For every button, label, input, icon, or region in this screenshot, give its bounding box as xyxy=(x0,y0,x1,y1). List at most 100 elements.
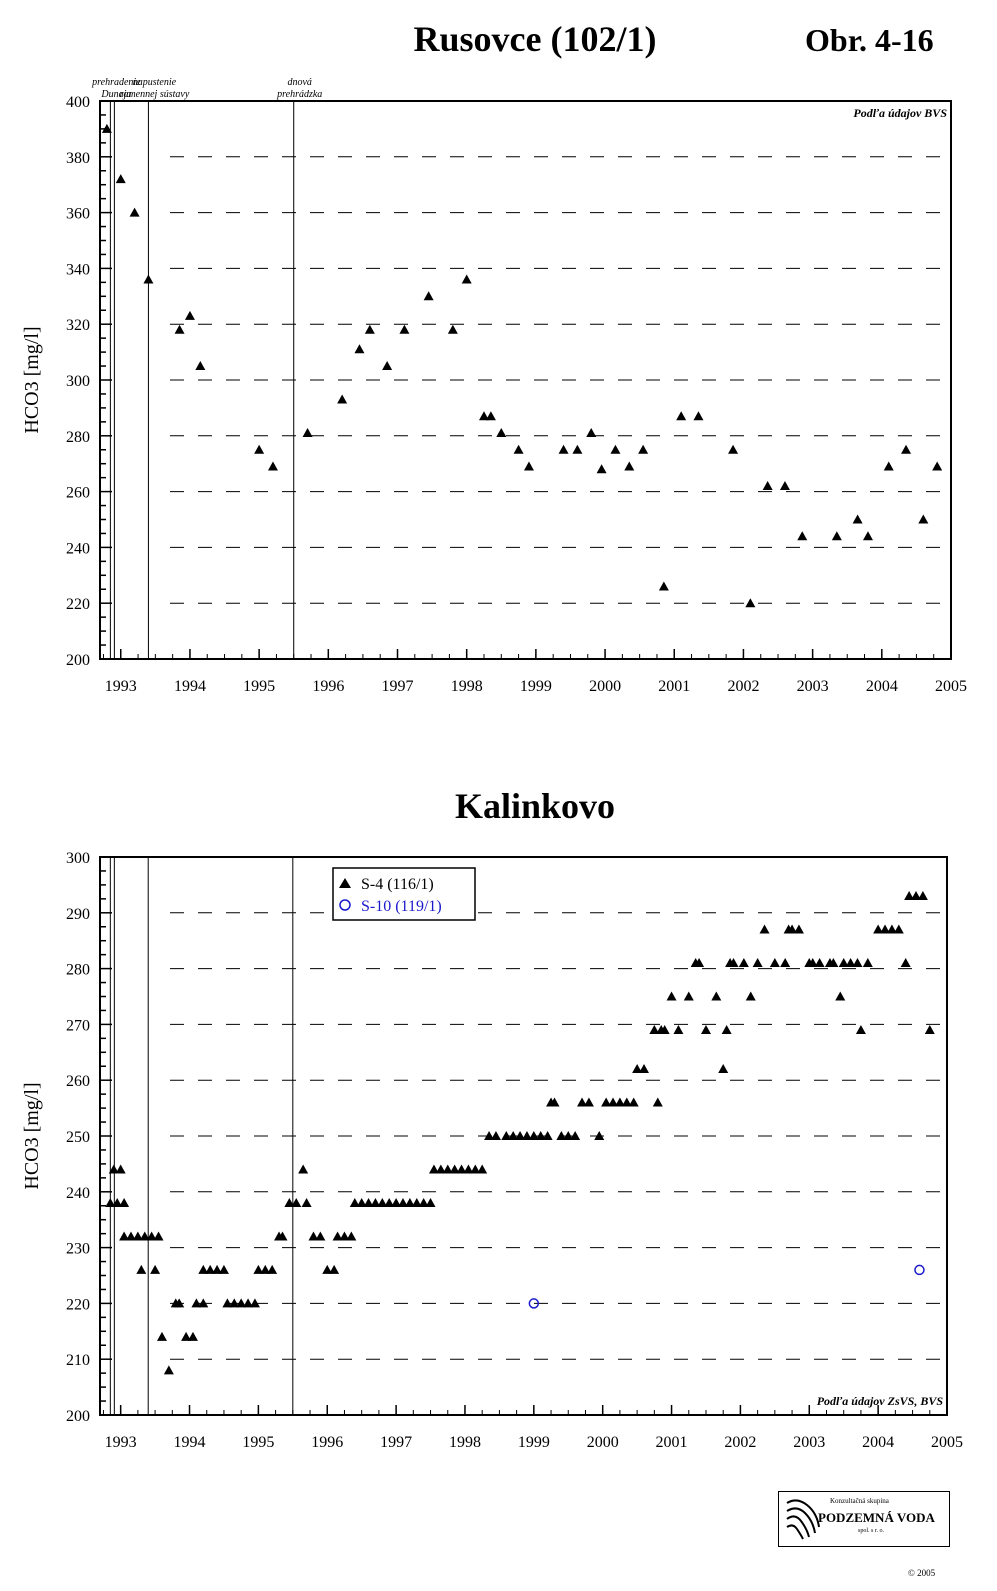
y-tick-label: 260 xyxy=(66,485,90,502)
y-tick-label: 200 xyxy=(66,652,90,669)
copyright: © 2005 xyxy=(908,1568,936,1578)
data-point-triangle xyxy=(174,324,185,334)
data-point-triangle xyxy=(594,1131,605,1140)
data-point-triangle xyxy=(572,444,583,454)
data-point-triangle xyxy=(513,444,524,454)
data-point-triangle xyxy=(632,1064,643,1074)
data-point-triangle xyxy=(354,344,365,354)
data-point-triangle xyxy=(610,444,621,454)
x-tick-label: 2004 xyxy=(866,678,898,695)
data-point-triangle xyxy=(391,1197,402,1207)
data-point-triangle xyxy=(461,274,472,284)
data-point-triangle xyxy=(583,1097,594,1107)
data-point-triangle xyxy=(862,531,873,541)
data-point-triangle xyxy=(346,1231,357,1241)
x-tick-label: 1997 xyxy=(380,1434,412,1451)
data-point-triangle xyxy=(370,1197,381,1207)
data-point-triangle xyxy=(129,207,140,217)
x-tick-label: 1997 xyxy=(382,678,414,695)
data-point-triangle xyxy=(435,1164,446,1174)
data-point-triangle xyxy=(249,1298,260,1308)
data-point-triangle xyxy=(496,428,507,438)
data-point-triangle xyxy=(132,1231,143,1241)
y-tick-label: 340 xyxy=(66,261,90,278)
logo-sub-text: spol. s r. o. xyxy=(858,1528,885,1534)
data-point-triangle xyxy=(918,514,929,524)
data-point-triangle xyxy=(125,1231,136,1241)
data-point-triangle xyxy=(181,1331,192,1341)
data-point-triangle xyxy=(298,1164,309,1174)
data-point-triangle xyxy=(787,924,798,934)
data-point-triangle xyxy=(399,324,410,334)
data-point-triangle xyxy=(528,1131,539,1140)
data-point-triangle xyxy=(828,958,839,968)
data-point-triangle xyxy=(658,581,669,591)
data-point-triangle xyxy=(397,1197,408,1207)
data-point-triangle xyxy=(556,1131,567,1140)
data-point-triangle xyxy=(470,1164,481,1174)
data-point-triangle xyxy=(101,123,112,133)
data-point-triangle xyxy=(596,464,607,474)
y-tick-label: 360 xyxy=(66,206,90,223)
data-point-triangle xyxy=(184,310,195,320)
source-note: Podľa údajov BVS xyxy=(853,106,947,120)
data-point-triangle xyxy=(449,1164,460,1174)
data-point-triangle xyxy=(191,1298,202,1308)
data-point-triangle xyxy=(852,958,863,968)
data-point-triangle xyxy=(356,1197,367,1207)
x-tick-label: 1999 xyxy=(520,678,552,695)
data-point-triangle xyxy=(638,444,649,454)
data-point-triangle xyxy=(108,1164,119,1174)
data-point-triangle xyxy=(119,1197,130,1207)
data-point-triangle xyxy=(542,1131,553,1140)
data-point-triangle xyxy=(676,411,687,421)
data-point-triangle xyxy=(364,324,375,334)
data-point-triangle xyxy=(759,924,770,934)
data-point-triangle xyxy=(862,958,873,968)
x-tick-label: 2001 xyxy=(658,678,690,695)
data-point-triangle xyxy=(932,461,943,471)
chart-rusovce: 200 220 240 260 280 300 320 340 360 380 400 HCO3 [m… xyxy=(21,77,967,695)
logo-top-text: Konzultačná skupina xyxy=(830,1497,889,1505)
data-point-triangle xyxy=(291,1197,302,1207)
data-point-triangle xyxy=(835,991,846,1001)
data-point-triangle xyxy=(143,274,154,284)
data-point-triangle xyxy=(700,1024,711,1034)
data-point-triangle xyxy=(728,444,739,454)
data-point-triangle xyxy=(463,1164,474,1174)
x-tick-label: 1993 xyxy=(105,1434,137,1451)
data-point-triangle xyxy=(621,1097,632,1107)
x-tick-label: 2003 xyxy=(797,678,829,695)
x-tick-label: 1999 xyxy=(518,1434,550,1451)
data-point-triangle xyxy=(917,891,928,901)
chart-kalinkovo: 200 210 220 230 240 250 260 270 280 290 300 HCO3 [m… xyxy=(21,850,963,1451)
data-point-triangle xyxy=(337,394,348,404)
data-point-triangle xyxy=(112,1197,123,1207)
y-tick-label: 280 xyxy=(66,962,90,979)
event-label: Dunaja xyxy=(100,89,131,100)
y-tick-label: 300 xyxy=(66,373,90,390)
data-point-triangle xyxy=(243,1298,254,1308)
data-point-triangle xyxy=(911,891,922,901)
data-point-triangle xyxy=(187,1331,198,1341)
source-note: Podľa údajov ZsVS, BVS xyxy=(817,1394,944,1408)
data-point-triangle xyxy=(156,1331,167,1341)
data-point-triangle xyxy=(624,461,635,471)
data-point-triangle xyxy=(267,461,278,471)
data-point-triangle xyxy=(752,958,763,968)
data-point-triangle xyxy=(728,958,739,968)
data-point-triangle xyxy=(880,924,891,934)
data-point-triangle xyxy=(139,1231,150,1241)
data-point-triangle xyxy=(115,1164,126,1174)
x-tick-label: 1994 xyxy=(174,678,206,695)
data-point-triangle xyxy=(614,1097,625,1107)
x-tick-label: 2003 xyxy=(793,1434,825,1451)
x-tick-label: 1996 xyxy=(312,678,344,695)
data-point-triangle xyxy=(523,461,534,471)
data-point-triangle xyxy=(332,1231,343,1241)
data-point-triangle xyxy=(174,1298,185,1308)
x-tick-label: 1995 xyxy=(243,678,275,695)
data-point-triangle xyxy=(146,1231,157,1241)
data-point-triangle xyxy=(222,1298,233,1308)
x-tick-label: 1995 xyxy=(242,1434,274,1451)
